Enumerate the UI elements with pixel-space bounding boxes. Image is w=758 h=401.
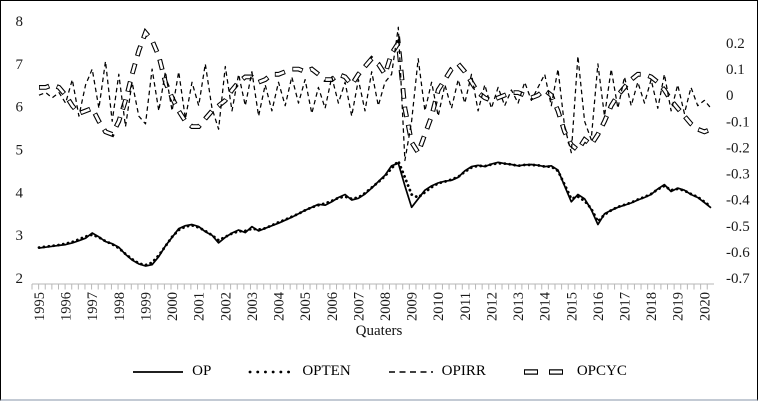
svg-text:2005: 2005 xyxy=(298,292,314,321)
right-axis-labels: 0.2 0.1 0 -0.1 -0.2 -0.3 -0.4 -0.5 -0.6 -0.7 xyxy=(726,36,750,287)
x-axis-ticks xyxy=(31,283,714,290)
svg-text:2010: 2010 xyxy=(431,292,447,321)
svg-text:2017: 2017 xyxy=(618,292,634,321)
legend-label-opten: OPTEN xyxy=(302,363,351,379)
svg-text:2016: 2016 xyxy=(591,292,607,321)
svg-text:2009: 2009 xyxy=(405,292,421,321)
svg-text:2020: 2020 xyxy=(697,292,713,321)
svg-text:2019: 2019 xyxy=(671,292,687,321)
svg-text:-0.1: -0.1 xyxy=(726,114,750,130)
legend-label-opcyc: OPCYC xyxy=(576,363,627,379)
svg-text:0.2: 0.2 xyxy=(726,36,745,52)
series-opcyc xyxy=(39,27,712,159)
svg-text:0.1: 0.1 xyxy=(726,62,745,78)
plot-area: 8 7 6 5 4 3 2 0.2 0.1 0 -0.1 -0.2 -0.3 -0.4 -0.5 -0.6 -0… xyxy=(1,1,757,325)
x-axis-year-labels: 1995 1996 1997 1998 1999 2000 2001 2002 2003 2004… xyxy=(32,291,713,321)
legend-item-opten: OPTEN xyxy=(247,363,351,380)
svg-text:1996: 1996 xyxy=(59,292,75,321)
svg-text:2018: 2018 xyxy=(644,292,660,321)
svg-text:2012: 2012 xyxy=(484,292,500,321)
series-op xyxy=(38,161,712,267)
legend-swatch-opirr xyxy=(388,370,433,373)
svg-text:2006: 2006 xyxy=(325,292,341,321)
legend-swatch-opten xyxy=(248,370,295,373)
svg-text:2001: 2001 xyxy=(192,292,208,321)
series-opten xyxy=(37,159,713,267)
legend: OP OPTEN OPIRR OPCYC xyxy=(1,363,757,380)
svg-text:7: 7 xyxy=(16,57,24,73)
svg-text:2: 2 xyxy=(16,271,24,287)
legend-swatch-op xyxy=(133,370,184,373)
svg-text:1997: 1997 xyxy=(85,292,101,321)
svg-text:2011: 2011 xyxy=(458,292,474,320)
svg-text:2013: 2013 xyxy=(511,292,527,321)
svg-text:2004: 2004 xyxy=(272,291,288,321)
legend-item-op: OP xyxy=(131,363,211,380)
svg-text:2015: 2015 xyxy=(564,292,580,321)
svg-text:8: 8 xyxy=(16,14,24,30)
legend-item-opirr: OPIRR xyxy=(387,363,486,380)
legend-swatch-opcyc xyxy=(523,368,564,375)
legend-item-opcyc: OPCYC xyxy=(522,363,627,380)
svg-text:2002: 2002 xyxy=(218,292,234,321)
svg-text:1998: 1998 xyxy=(112,292,128,321)
svg-text:2000: 2000 xyxy=(165,292,181,321)
svg-text:-0.7: -0.7 xyxy=(726,271,750,287)
svg-text:1995: 1995 xyxy=(32,292,48,321)
svg-text:-0.5: -0.5 xyxy=(726,219,750,235)
svg-text:-0.4: -0.4 xyxy=(726,193,750,209)
svg-text:2014: 2014 xyxy=(538,291,554,321)
svg-text:-0.3: -0.3 xyxy=(726,167,750,183)
svg-text:2007: 2007 xyxy=(351,292,367,321)
series-opirr xyxy=(38,26,712,162)
left-axis-labels: 8 7 6 5 4 3 2 xyxy=(16,14,24,287)
x-axis-title: Quaters xyxy=(355,323,403,339)
svg-text:-0.2: -0.2 xyxy=(726,140,750,156)
svg-text:6: 6 xyxy=(16,100,24,116)
svg-text:3: 3 xyxy=(16,228,24,244)
svg-text:2003: 2003 xyxy=(245,292,261,321)
svg-text:2008: 2008 xyxy=(378,292,394,321)
legend-label-op: OP xyxy=(192,363,212,379)
svg-text:4: 4 xyxy=(16,185,24,201)
svg-text:5: 5 xyxy=(16,143,24,159)
svg-text:1999: 1999 xyxy=(138,292,154,321)
legend-label-opirr: OPIRR xyxy=(441,363,486,379)
svg-text:-0.6: -0.6 xyxy=(726,245,750,261)
plot-svg: 8 7 6 5 4 3 2 0.2 0.1 0 -0.1 -0.2 -0.3 -0.4 -0.5 -0.6 -0… xyxy=(16,14,751,321)
svg-text:0: 0 xyxy=(726,88,734,104)
